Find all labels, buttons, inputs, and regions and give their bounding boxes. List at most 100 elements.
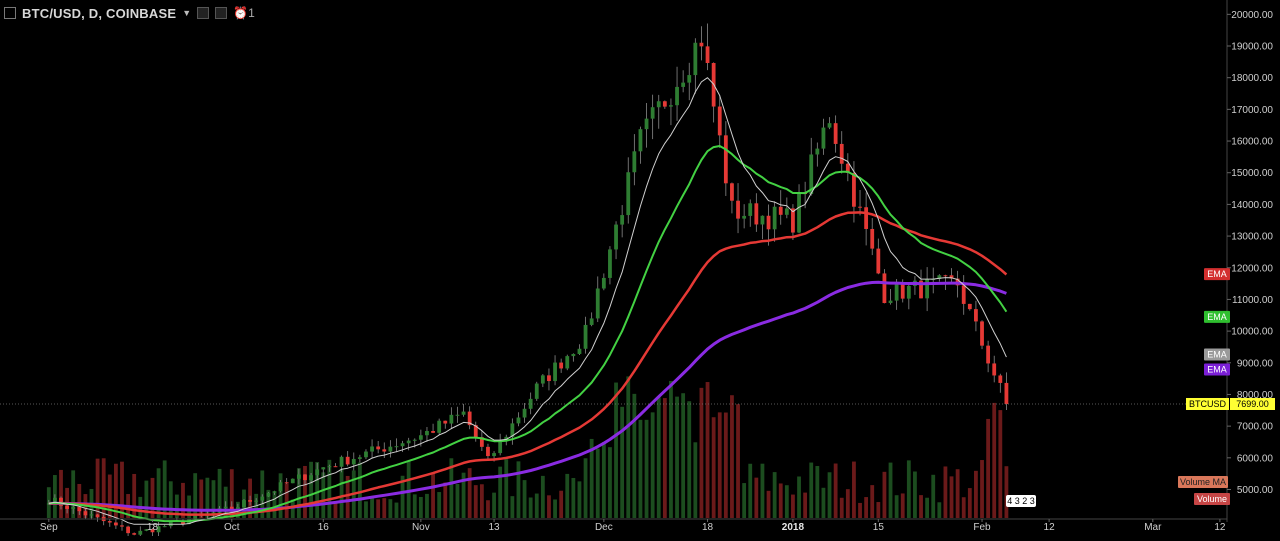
candle[interactable] bbox=[510, 423, 515, 437]
candle[interactable] bbox=[193, 514, 198, 520]
candle[interactable] bbox=[382, 449, 387, 452]
candle[interactable] bbox=[662, 101, 667, 107]
candle[interactable] bbox=[534, 383, 539, 399]
candle[interactable] bbox=[321, 467, 326, 470]
candle[interactable] bbox=[345, 456, 350, 465]
candle[interactable] bbox=[272, 491, 277, 493]
candle[interactable] bbox=[418, 435, 423, 440]
candle[interactable] bbox=[260, 496, 265, 501]
candle[interactable] bbox=[504, 436, 509, 441]
candle[interactable] bbox=[974, 309, 978, 322]
candle[interactable] bbox=[809, 154, 814, 195]
candle[interactable] bbox=[449, 414, 454, 424]
candle[interactable] bbox=[425, 430, 429, 436]
candle[interactable] bbox=[357, 457, 362, 459]
candle[interactable] bbox=[290, 478, 295, 484]
candle[interactable] bbox=[784, 208, 789, 215]
candle[interactable] bbox=[925, 279, 930, 299]
candle[interactable] bbox=[937, 275, 942, 279]
candle[interactable] bbox=[113, 522, 118, 526]
candle[interactable] bbox=[601, 277, 606, 289]
candle[interactable] bbox=[370, 446, 374, 452]
candle[interactable] bbox=[577, 348, 582, 354]
candle[interactable] bbox=[59, 497, 63, 506]
candle[interactable] bbox=[900, 282, 905, 299]
candle[interactable] bbox=[52, 497, 57, 504]
candle[interactable] bbox=[839, 143, 844, 164]
candle[interactable] bbox=[479, 437, 484, 447]
candle[interactable] bbox=[772, 206, 777, 230]
candle[interactable] bbox=[339, 456, 344, 467]
candle[interactable] bbox=[254, 500, 259, 502]
candle[interactable] bbox=[559, 362, 564, 369]
candle[interactable] bbox=[77, 507, 82, 512]
candle[interactable] bbox=[620, 215, 625, 225]
candle[interactable] bbox=[736, 200, 740, 219]
candle[interactable] bbox=[980, 321, 984, 346]
candle[interactable] bbox=[107, 521, 112, 523]
candle[interactable] bbox=[223, 506, 228, 509]
candle[interactable] bbox=[211, 512, 216, 514]
candle[interactable] bbox=[473, 425, 478, 438]
candle[interactable] bbox=[888, 300, 893, 304]
candle[interactable] bbox=[327, 466, 332, 468]
candle[interactable] bbox=[235, 507, 240, 510]
candle[interactable] bbox=[693, 42, 698, 76]
candle[interactable] bbox=[705, 46, 710, 64]
candle[interactable] bbox=[431, 430, 435, 433]
candle[interactable] bbox=[540, 375, 545, 384]
candle[interactable] bbox=[876, 248, 881, 274]
candle[interactable] bbox=[248, 500, 252, 502]
candle[interactable] bbox=[486, 446, 490, 457]
candle[interactable] bbox=[278, 482, 283, 492]
candle[interactable] bbox=[858, 206, 862, 208]
settings-icon[interactable] bbox=[197, 7, 210, 19]
candle[interactable] bbox=[626, 172, 631, 216]
candle[interactable] bbox=[754, 203, 759, 225]
candle[interactable] bbox=[144, 529, 149, 531]
candle[interactable] bbox=[437, 420, 442, 433]
symbol-title[interactable]: BTC/USD, D, COINBASE bbox=[22, 5, 177, 21]
candle[interactable] bbox=[845, 163, 850, 174]
candle[interactable] bbox=[498, 440, 503, 454]
candle[interactable] bbox=[168, 521, 173, 527]
candle[interactable] bbox=[638, 129, 643, 152]
candle[interactable] bbox=[717, 106, 722, 136]
compare-icon[interactable] bbox=[215, 7, 228, 19]
candle[interactable] bbox=[83, 511, 88, 516]
candle[interactable] bbox=[388, 446, 393, 452]
candle[interactable] bbox=[400, 443, 405, 447]
candle[interactable] bbox=[864, 207, 869, 229]
candle[interactable] bbox=[303, 474, 307, 481]
candle[interactable] bbox=[547, 375, 551, 382]
candle[interactable] bbox=[821, 127, 826, 149]
candle[interactable] bbox=[882, 273, 887, 304]
candle[interactable] bbox=[95, 514, 100, 517]
candle[interactable] bbox=[132, 533, 137, 535]
candle[interactable] bbox=[961, 285, 966, 304]
candle[interactable] bbox=[797, 192, 801, 233]
candle[interactable] bbox=[351, 458, 356, 465]
candle[interactable] bbox=[998, 375, 1003, 383]
candle[interactable] bbox=[919, 280, 923, 299]
candle[interactable] bbox=[589, 318, 594, 325]
candle[interactable] bbox=[528, 398, 533, 409]
candle[interactable] bbox=[608, 249, 612, 278]
candle[interactable] bbox=[309, 475, 313, 481]
candle[interactable] bbox=[571, 353, 576, 357]
candle[interactable] bbox=[553, 362, 557, 382]
candle[interactable] bbox=[138, 530, 143, 535]
candle[interactable] bbox=[827, 123, 832, 128]
candle[interactable] bbox=[815, 148, 820, 155]
candle[interactable] bbox=[949, 275, 954, 279]
candle[interactable] bbox=[89, 514, 94, 516]
candle[interactable] bbox=[778, 206, 783, 215]
candle[interactable] bbox=[333, 466, 338, 468]
candle[interactable] bbox=[126, 526, 130, 534]
candle[interactable] bbox=[723, 135, 728, 184]
candle[interactable] bbox=[833, 123, 838, 144]
candle[interactable] bbox=[730, 183, 734, 201]
candle[interactable] bbox=[71, 507, 76, 509]
candle[interactable] bbox=[150, 529, 155, 533]
candle[interactable] bbox=[65, 505, 69, 509]
